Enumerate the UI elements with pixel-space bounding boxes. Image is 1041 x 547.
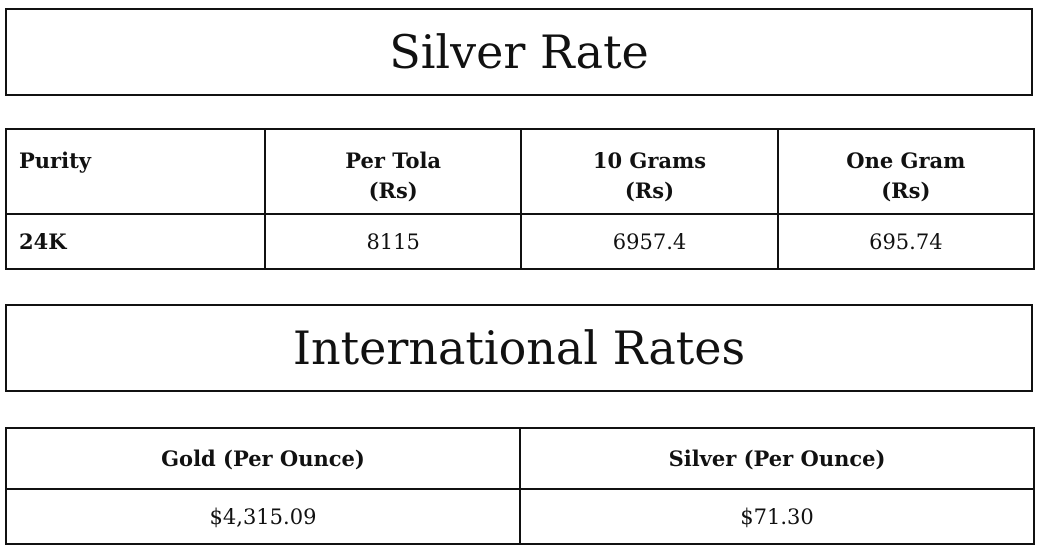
10-grams-cell: 6957.4 (520, 213, 779, 270)
international-rates-table: Gold (Per Ounce) Silver (Per Ounce) $4,3… (5, 427, 1035, 545)
table-row: 24K 8115 6957.4 695.74 (5, 213, 1036, 270)
header-10-grams: 10 Grams (Rs) (520, 128, 779, 215)
silver-rate-heading: Silver Rate (5, 8, 1033, 96)
purity-cell: 24K (5, 213, 266, 270)
silver-price-cell: $71.30 (519, 488, 1035, 545)
table-row: $4,315.09 $71.30 (5, 488, 1035, 545)
table-header-row: Gold (Per Ounce) Silver (Per Ounce) (5, 427, 1035, 490)
per-tola-cell: 8115 (263, 213, 523, 270)
header-silver: Silver (Per Ounce) (519, 427, 1035, 490)
header-purity: Purity (5, 128, 266, 215)
gold-price-cell: $4,315.09 (5, 488, 521, 545)
international-rates-heading: International Rates (5, 304, 1033, 392)
header-per-tola: Per Tola (Rs) (263, 128, 523, 215)
table-header-row: Purity Per Tola (Rs) 10 Grams (Rs) One Gra… (5, 128, 1036, 215)
silver-rate-table: Purity Per Tola (Rs) 10 Grams (Rs) One Gra… (5, 128, 1036, 270)
header-gold: Gold (Per Ounce) (5, 427, 521, 490)
one-gram-cell: 695.74 (776, 213, 1036, 270)
header-one-gram: One Gram (Rs) (776, 128, 1036, 215)
